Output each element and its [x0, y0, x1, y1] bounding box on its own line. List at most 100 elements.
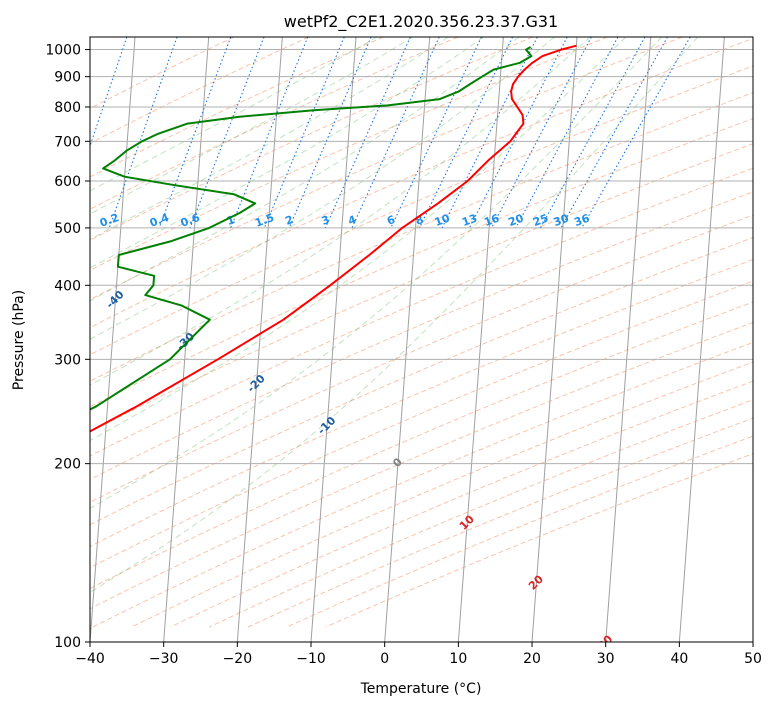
dry-adiabat-line — [90, 280, 753, 569]
plot-frame — [89, 36, 754, 643]
dry-adiabat-line — [90, 237, 753, 526]
mixing-ratio-label: 1 — [225, 213, 237, 228]
moist-adiabat-line — [90, 37, 627, 442]
isotherm-line — [236, 37, 283, 642]
isotherm-label: -10 — [315, 414, 338, 437]
mixing-ratio-line — [158, 37, 232, 229]
mixing-ratio-line — [324, 37, 411, 229]
mixing-ratio-line — [288, 37, 372, 229]
x-tick-label: 30 — [597, 651, 615, 667]
mixing-ratio-label: 30 — [552, 212, 571, 230]
y-axis-label: Pressure (hPa) — [11, 290, 27, 390]
mixing-ratio-label: 6 — [385, 213, 397, 228]
moist-adiabat-line — [90, 37, 520, 302]
y-tick-label: 800 — [54, 100, 81, 116]
dry-adiabat-line — [170, 380, 753, 628]
dry-adiabat-line — [90, 214, 753, 503]
x-tick-label: −20 — [223, 651, 253, 667]
y-tick-label: 900 — [54, 70, 81, 86]
dry-adiabat-line — [90, 92, 753, 382]
isotherm-line — [457, 37, 504, 642]
isotherm-line — [384, 37, 431, 642]
y-tick-label: 300 — [54, 352, 81, 368]
y-tick-label: 500 — [54, 221, 81, 237]
dry-adiabat-line — [90, 259, 753, 547]
isotherm-label: -20 — [245, 372, 268, 395]
mixing-ratio-line — [581, 37, 691, 229]
x-axis-label: Temperature (°C) — [360, 681, 482, 697]
dry-adiabat-line — [90, 37, 533, 241]
isotherm-label: -30 — [174, 330, 197, 353]
isotherm-line — [90, 37, 136, 642]
line-labels: 0.10.20.40.611.52346810131620253036-100-… — [33, 211, 684, 708]
dry-adiabat-line — [90, 167, 753, 457]
mixing-ratio-label: 1.5 — [253, 211, 276, 230]
y-tick-label: 700 — [54, 134, 81, 150]
mixing-ratio-line — [441, 37, 538, 229]
isotherm-line — [678, 37, 725, 642]
background-lines — [90, 37, 753, 642]
moist-adiabat-line — [90, 37, 663, 509]
mixing-ratio-label: 0.4 — [148, 211, 171, 230]
dry-adiabat-line — [90, 117, 753, 408]
dry-adiabat-line — [90, 37, 459, 210]
moist-adiabat-line — [90, 37, 591, 386]
dry-adiabat-line — [90, 65, 753, 356]
dry-adiabat-line — [131, 361, 753, 628]
mixing-ratio-label: 0.2 — [98, 211, 121, 230]
isotherm-line — [531, 37, 578, 642]
x-tick-label: 20 — [523, 651, 541, 667]
dry-adiabat-line — [90, 37, 683, 301]
moist-adiabat-line — [90, 37, 413, 215]
mixing-ratio-line — [108, 37, 178, 229]
mixing-ratio-label: 13 — [460, 212, 479, 229]
isotherm-label: 20 — [526, 572, 546, 592]
dry-adiabat-line — [247, 417, 753, 628]
moist-adiabat-line — [90, 37, 555, 340]
y-tick-label: 1000 — [45, 43, 81, 59]
axis-ticks: −40 −30 −20 −10 0 10 20 30 40 5010020030040050060… — [45, 43, 762, 667]
isotherm-line — [163, 37, 210, 642]
x-tick-label: −30 — [149, 651, 179, 667]
mixing-ratio-label: 0.6 — [179, 211, 202, 230]
y-tick-label: 200 — [54, 457, 81, 473]
dry-adiabat-line — [90, 191, 753, 481]
isotherm-label: -50 — [33, 246, 56, 269]
x-tick-label: 10 — [449, 651, 467, 667]
isotherm-line — [310, 37, 357, 642]
dry-adiabat-line — [90, 37, 608, 271]
isotherm-line — [752, 635, 753, 642]
profile-lines — [90, 44, 577, 433]
x-tick-label: 50 — [744, 651, 762, 667]
mixing-ratio-line — [351, 37, 440, 229]
dry-adiabat-line — [209, 399, 753, 628]
mixing-ratio-label: 2 — [284, 213, 296, 228]
mixing-ratio-line — [539, 37, 646, 229]
x-tick-label: −40 — [75, 651, 105, 667]
x-tick-label: 0 — [380, 651, 389, 667]
dry-adiabat-line — [90, 321, 753, 610]
mixing-ratio-line — [515, 37, 619, 229]
mixing-ratio-line — [418, 37, 514, 229]
mixing-ratio-label: 20 — [507, 212, 526, 230]
isotherm-label: 30 — [595, 632, 615, 652]
y-tick-label: 100 — [54, 635, 81, 651]
mixing-ratio-label: 4 — [346, 213, 358, 228]
mixing-ratio-line — [390, 37, 482, 229]
moist-adiabat-line — [90, 37, 484, 269]
dry-adiabat-line — [92, 341, 753, 628]
mixing-ratio-line — [263, 37, 345, 229]
mixing-ratio-line — [90, 37, 128, 148]
x-tick-label: 40 — [670, 651, 688, 667]
dry-adiabat-line — [90, 37, 309, 144]
y-tick-label: 400 — [54, 278, 81, 294]
dry-adiabat-line — [90, 143, 753, 433]
dry-adiabat-line — [325, 453, 753, 628]
mixing-ratio-label: 8 — [414, 213, 426, 228]
mixing-ratio-label: 36 — [572, 212, 591, 230]
mixing-ratio-label: 10 — [433, 212, 452, 230]
profile-series-line — [90, 46, 533, 411]
mixing-ratio-line — [560, 37, 668, 229]
isotherm-label: 40 — [664, 692, 684, 708]
